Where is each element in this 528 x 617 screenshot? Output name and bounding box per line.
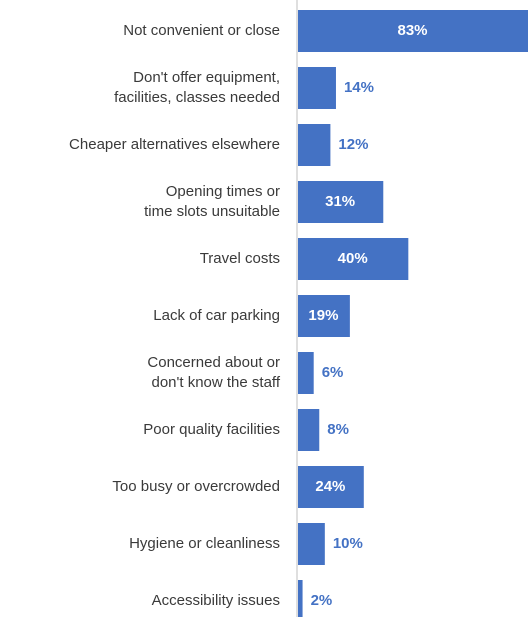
bar [298,10,528,52]
category-label: Don't offer equipment, facilities, classe… [114,69,280,106]
category-label: Travel costs [200,250,280,267]
bar [298,580,303,617]
category-label: Poor quality facilities [143,421,280,438]
data-label: 2% [311,592,333,609]
bar [298,238,409,280]
category-label: Cheaper alternatives elsewhere [69,136,280,153]
category-label: Too busy or overcrowded [112,478,280,495]
bar [298,67,336,109]
bar [298,466,364,508]
category-label: Hygiene or cleanliness [129,535,280,552]
bar [298,295,350,337]
bar [298,523,325,565]
category-label: Accessibility issues [152,592,280,609]
data-label: 6% [322,364,344,381]
data-label: 40% [338,250,368,267]
category-label: Opening times or time slots unsuitable [144,183,280,220]
data-label: 12% [338,136,368,153]
bar [298,409,320,451]
data-label: 8% [327,421,349,438]
bar [298,181,384,223]
data-label: 10% [333,535,363,552]
category-label: Not convenient or close [123,22,280,39]
bar [298,124,331,166]
data-label: 24% [315,478,345,495]
data-label: 83% [397,22,427,39]
category-label: Concerned about or don't know the staff [147,354,280,391]
data-label: 14% [344,79,374,96]
data-label: 31% [325,193,355,210]
category-label: Lack of car parking [153,307,280,324]
bar [298,352,314,394]
data-label: 19% [308,307,338,324]
